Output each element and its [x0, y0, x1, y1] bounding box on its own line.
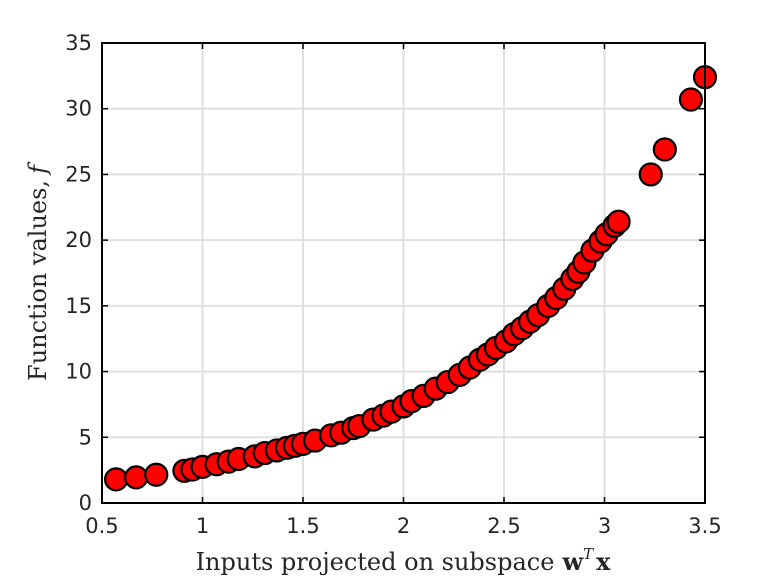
y-tick-label: 5: [79, 425, 92, 449]
data-point: [638, 162, 663, 187]
x-tick-label: 1.5: [286, 514, 319, 538]
y-tick-label: 0: [79, 491, 92, 515]
y-axis-ticks: 0 5 10 15 20 25 30 35: [65, 31, 705, 515]
data-point: [652, 137, 677, 162]
x-tick-label: 3.5: [688, 514, 721, 538]
data-points: [103, 65, 718, 492]
y-tick-label: 30: [65, 97, 92, 121]
x-axis-title: Inputs projected on subspace wT x: [196, 545, 612, 576]
x-tick-label: 1: [196, 514, 209, 538]
y-axis-title-text: Function values,: [24, 180, 52, 381]
y-tick-label: 20: [65, 228, 92, 252]
x-tick-label: 3: [598, 514, 611, 538]
x-tick-label: 2: [397, 514, 410, 538]
data-point: [124, 465, 149, 490]
x-axis-title-superscript: T: [583, 545, 594, 563]
y-axis-title-variable: f: [24, 161, 52, 176]
x-axis-title-vector-x: x: [596, 547, 611, 576]
x-axis-title-vector-w: w: [561, 547, 584, 576]
x-axis-ticks: 0.5 1 1.5 2 2.5 3 3.5: [85, 43, 722, 538]
y-tick-label: 15: [65, 294, 92, 318]
y-tick-label: 10: [65, 360, 92, 384]
data-point: [678, 87, 704, 112]
x-tick-label: 2.5: [487, 514, 520, 538]
y-tick-label: 35: [65, 31, 92, 55]
data-point: [144, 462, 169, 487]
grid-lines: [101, 42, 706, 504]
data-point: [606, 209, 631, 234]
x-tick-label: 0.5: [85, 514, 118, 538]
data-point: [103, 467, 129, 492]
y-axis-title: Function values, f: [24, 161, 52, 381]
y-tick-label: 25: [65, 162, 92, 186]
x-axis-title-text: Inputs projected on subspace: [196, 548, 555, 576]
